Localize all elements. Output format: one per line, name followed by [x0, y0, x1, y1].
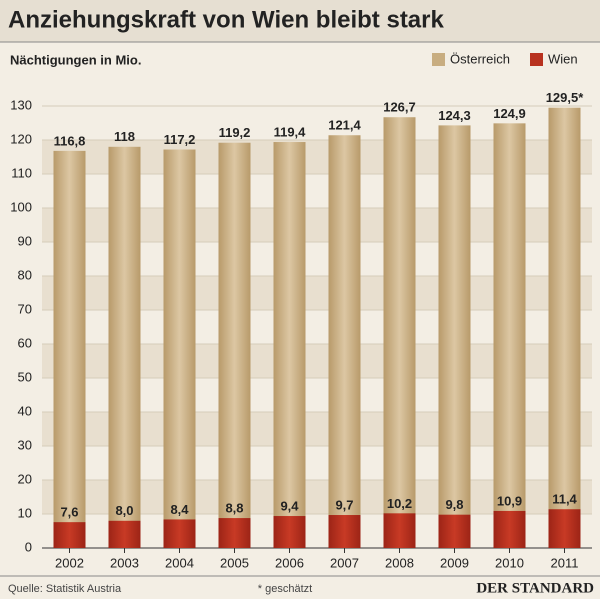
x-tick-label: 2004: [165, 555, 194, 570]
value-label: 11,4: [552, 492, 577, 507]
y-tick-label: 80: [18, 267, 32, 282]
bar: [328, 515, 361, 548]
value-label: 124,9: [493, 106, 526, 121]
bar: [108, 520, 141, 548]
value-label: 126,7: [383, 100, 416, 115]
bar: [273, 142, 306, 549]
title-bar: [0, 0, 600, 42]
value-label: 9,4: [280, 498, 299, 513]
legend-swatch: [530, 53, 543, 66]
value-label: 117,2: [164, 132, 196, 147]
value-label: 119,2: [219, 125, 251, 140]
bar: [218, 142, 251, 548]
y-tick-label: 40: [18, 403, 32, 418]
value-label: 116,8: [54, 133, 86, 148]
bar: [218, 518, 251, 548]
bar: [328, 135, 361, 549]
value-label: 118: [114, 129, 135, 144]
x-tick-label: 2007: [330, 555, 359, 570]
y-tick-label: 50: [18, 369, 32, 384]
bar: [108, 146, 141, 549]
bar: [273, 516, 306, 548]
x-tick-label: 2005: [220, 555, 249, 570]
legend-label: Österreich: [450, 51, 510, 66]
bar: [438, 125, 471, 548]
bar: [53, 522, 86, 548]
bar: [383, 117, 416, 548]
bar: [438, 514, 471, 548]
value-label: 119,4: [274, 124, 307, 139]
y-tick-label: 130: [10, 97, 32, 112]
value-label: 7,6: [60, 505, 78, 520]
legend-swatch: [432, 53, 445, 66]
bar: [493, 510, 526, 548]
value-label: 124,3: [438, 108, 471, 123]
y-tick-label: 70: [18, 301, 32, 316]
legend-label: Wien: [548, 51, 578, 66]
bar: [163, 149, 196, 548]
y-tick-label: 30: [18, 437, 32, 452]
value-label: 10,2: [387, 496, 412, 511]
x-tick-label: 2008: [385, 555, 414, 570]
x-tick-label: 2009: [440, 555, 469, 570]
x-tick-label: 2011: [551, 555, 579, 570]
bar: [548, 509, 581, 548]
x-tick-label: 2006: [275, 555, 304, 570]
subtitle: Nächtigungen in Mio.: [10, 52, 141, 67]
value-label: 8,4: [170, 502, 189, 517]
value-label: 121,4: [328, 118, 361, 133]
value-label: 9,7: [335, 497, 353, 512]
y-tick-label: 110: [11, 165, 32, 180]
x-tick-label: 2002: [55, 555, 84, 570]
y-tick-label: 120: [10, 131, 32, 146]
y-tick-label: 90: [18, 233, 32, 248]
value-label: 9,8: [445, 497, 463, 512]
chart-title: Anziehungskraft von Wien bleibt stark: [8, 6, 444, 33]
x-tick-label: 2003: [110, 555, 139, 570]
bar: [53, 150, 86, 548]
y-tick-label: 10: [18, 505, 32, 520]
y-tick-label: 0: [25, 539, 32, 554]
bar: [163, 519, 196, 548]
footnote: * geschätzt: [258, 583, 312, 595]
bar: [493, 123, 526, 548]
bar: [383, 513, 416, 548]
y-tick-label: 20: [18, 471, 32, 486]
value-label: 8,0: [115, 503, 133, 518]
source: Quelle: Statistik Austria: [8, 583, 122, 595]
bar: [548, 107, 581, 548]
y-tick-label: 100: [10, 199, 32, 214]
value-label: 10,9: [497, 493, 522, 508]
x-tick-label: 2010: [495, 555, 524, 570]
y-tick-label: 60: [18, 335, 32, 350]
brand: DER STANDARD: [476, 580, 594, 596]
value-label: 8,8: [225, 501, 243, 516]
value-label: 129,5*: [546, 90, 585, 105]
